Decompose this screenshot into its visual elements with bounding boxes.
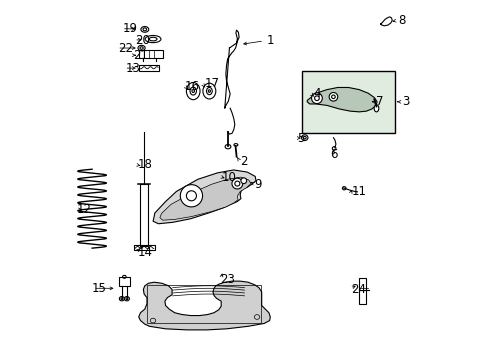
Ellipse shape (186, 82, 200, 100)
Text: 15: 15 (92, 282, 107, 295)
Text: 4: 4 (313, 87, 320, 100)
Text: 6: 6 (329, 148, 337, 161)
Text: 18: 18 (137, 158, 152, 171)
Polygon shape (153, 170, 255, 224)
Bar (119, 277, 129, 286)
Text: 14: 14 (137, 246, 152, 259)
Ellipse shape (231, 178, 242, 189)
Ellipse shape (186, 191, 196, 201)
Ellipse shape (142, 28, 146, 31)
Ellipse shape (301, 135, 307, 140)
Ellipse shape (126, 298, 127, 300)
Bar (147, 285, 261, 323)
Text: 8: 8 (397, 14, 405, 27)
Ellipse shape (314, 96, 319, 100)
Text: 11: 11 (351, 185, 366, 198)
Ellipse shape (342, 186, 346, 190)
Ellipse shape (203, 83, 215, 99)
Ellipse shape (124, 297, 129, 301)
Polygon shape (160, 177, 250, 220)
Ellipse shape (241, 178, 246, 184)
Text: 16: 16 (184, 80, 199, 93)
Ellipse shape (190, 87, 196, 95)
Text: 2: 2 (240, 155, 247, 168)
Polygon shape (306, 87, 376, 112)
Ellipse shape (328, 93, 337, 101)
Ellipse shape (331, 95, 335, 99)
Ellipse shape (303, 136, 305, 139)
Bar (359, 278, 365, 304)
Text: 13: 13 (125, 62, 140, 75)
Ellipse shape (149, 37, 157, 41)
Text: 19: 19 (122, 22, 137, 35)
Text: 1: 1 (266, 34, 274, 48)
Text: 24: 24 (351, 283, 366, 296)
Ellipse shape (138, 45, 145, 51)
Text: 21: 21 (133, 49, 148, 62)
Text: 23: 23 (220, 273, 235, 286)
Bar (301, 71, 394, 134)
Ellipse shape (192, 90, 194, 93)
Text: 9: 9 (254, 178, 262, 191)
Text: 7: 7 (376, 95, 383, 108)
Ellipse shape (145, 36, 161, 42)
Ellipse shape (208, 90, 210, 92)
Bar (139, 65, 159, 71)
Text: 10: 10 (221, 171, 236, 184)
Bar (134, 245, 155, 250)
Bar (140, 184, 148, 246)
Bar (139, 50, 163, 58)
Ellipse shape (121, 298, 122, 300)
Text: 3: 3 (402, 95, 409, 108)
Text: 22: 22 (118, 41, 133, 54)
Text: 17: 17 (204, 77, 219, 90)
Ellipse shape (206, 87, 212, 95)
Ellipse shape (311, 93, 322, 104)
Ellipse shape (180, 185, 202, 207)
Text: 12: 12 (77, 203, 91, 216)
Text: 5: 5 (297, 131, 305, 145)
Ellipse shape (119, 297, 124, 301)
Ellipse shape (234, 181, 239, 186)
Ellipse shape (233, 144, 237, 146)
Text: 20: 20 (135, 33, 150, 47)
Ellipse shape (141, 27, 148, 32)
Polygon shape (139, 281, 270, 330)
Ellipse shape (373, 105, 378, 112)
Ellipse shape (140, 47, 143, 49)
Ellipse shape (332, 147, 335, 150)
